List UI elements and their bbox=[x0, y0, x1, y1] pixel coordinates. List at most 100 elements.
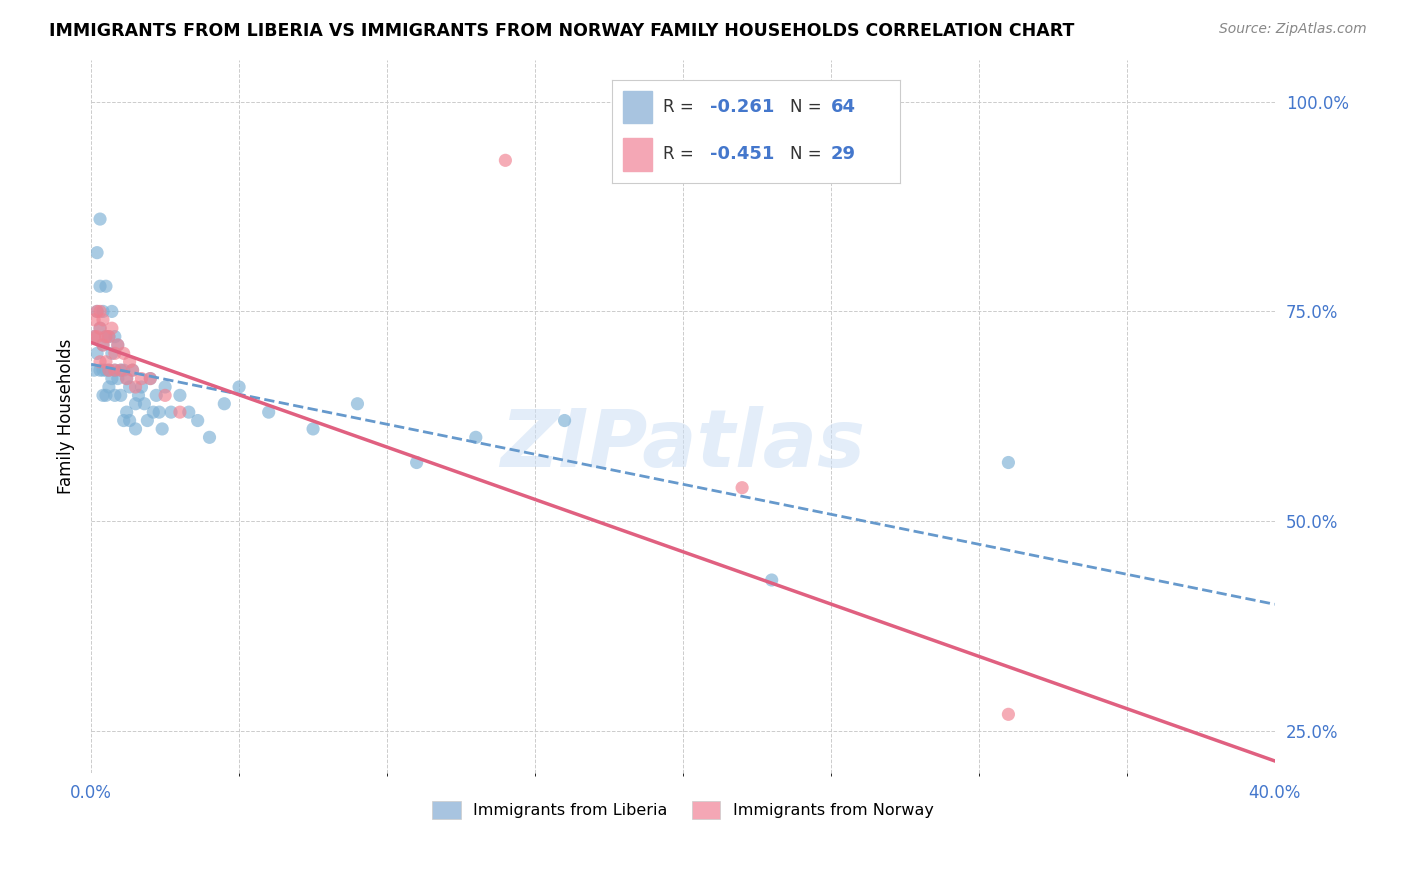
Point bbox=[524, 804, 547, 818]
Point bbox=[112, 363, 135, 377]
Point bbox=[405, 456, 427, 470]
Point bbox=[136, 413, 159, 427]
Text: 64: 64 bbox=[831, 98, 856, 116]
Point bbox=[86, 304, 108, 318]
Point bbox=[115, 405, 138, 419]
Point bbox=[124, 380, 146, 394]
Point bbox=[94, 363, 117, 377]
Point bbox=[86, 346, 108, 360]
Point bbox=[86, 329, 108, 343]
Point bbox=[86, 245, 108, 260]
Point bbox=[83, 313, 105, 327]
Point bbox=[97, 363, 120, 377]
Point bbox=[214, 397, 236, 411]
Point bbox=[115, 371, 138, 385]
Point bbox=[118, 355, 141, 369]
Point bbox=[121, 363, 143, 377]
Text: -0.451: -0.451 bbox=[710, 145, 773, 163]
Point bbox=[94, 329, 117, 343]
Point bbox=[89, 363, 111, 377]
Point bbox=[94, 329, 117, 343]
Point bbox=[187, 413, 209, 427]
Point bbox=[101, 346, 124, 360]
Point bbox=[104, 363, 127, 377]
Point bbox=[110, 363, 132, 377]
Point bbox=[107, 371, 129, 385]
Point bbox=[142, 405, 165, 419]
Point bbox=[128, 388, 150, 402]
Point bbox=[112, 346, 135, 360]
Point bbox=[89, 212, 111, 227]
Point bbox=[118, 380, 141, 394]
Point bbox=[139, 371, 162, 385]
Point bbox=[134, 397, 156, 411]
Point bbox=[110, 363, 132, 377]
Text: Source: ZipAtlas.com: Source: ZipAtlas.com bbox=[1219, 22, 1367, 37]
Point bbox=[346, 397, 368, 411]
Point bbox=[145, 388, 167, 402]
Point bbox=[94, 279, 117, 293]
Text: R =: R = bbox=[664, 98, 700, 116]
Bar bbox=[623, 137, 652, 170]
Point bbox=[89, 321, 111, 335]
Point bbox=[91, 338, 114, 352]
Text: R =: R = bbox=[664, 145, 700, 163]
Point bbox=[110, 388, 132, 402]
Point bbox=[118, 413, 141, 427]
Point bbox=[83, 329, 105, 343]
Point bbox=[153, 388, 176, 402]
Point bbox=[94, 355, 117, 369]
Point bbox=[124, 397, 146, 411]
Point bbox=[177, 405, 200, 419]
Point bbox=[107, 338, 129, 352]
Point bbox=[89, 355, 111, 369]
Point bbox=[169, 405, 191, 419]
Point bbox=[302, 422, 325, 436]
Point bbox=[91, 313, 114, 327]
Point bbox=[83, 329, 105, 343]
Point bbox=[131, 371, 153, 385]
Point bbox=[160, 405, 183, 419]
Text: ZIPatlas: ZIPatlas bbox=[501, 406, 866, 483]
Point bbox=[554, 413, 576, 427]
Point bbox=[997, 456, 1019, 470]
Point bbox=[124, 422, 146, 436]
Text: IMMIGRANTS FROM LIBERIA VS IMMIGRANTS FROM NORWAY FAMILY HOUSEHOLDS CORRELATION : IMMIGRANTS FROM LIBERIA VS IMMIGRANTS FR… bbox=[49, 22, 1074, 40]
Point bbox=[101, 321, 124, 335]
Text: 29: 29 bbox=[831, 145, 856, 163]
Point bbox=[89, 321, 111, 335]
Point bbox=[86, 304, 108, 318]
Point bbox=[731, 481, 754, 495]
Point bbox=[97, 380, 120, 394]
Point bbox=[104, 388, 127, 402]
Point bbox=[150, 422, 173, 436]
Y-axis label: Family Households: Family Households bbox=[58, 339, 75, 494]
Point bbox=[89, 279, 111, 293]
Point bbox=[997, 707, 1019, 722]
Point bbox=[104, 329, 127, 343]
Point bbox=[464, 430, 486, 444]
Bar bbox=[623, 91, 652, 123]
Point bbox=[91, 304, 114, 318]
Point bbox=[94, 388, 117, 402]
Point bbox=[91, 388, 114, 402]
Point bbox=[761, 573, 783, 587]
Text: -0.261: -0.261 bbox=[710, 98, 773, 116]
Point bbox=[104, 363, 127, 377]
Point bbox=[257, 405, 280, 419]
Point bbox=[104, 346, 127, 360]
Point bbox=[139, 371, 162, 385]
Point bbox=[112, 413, 135, 427]
Point bbox=[101, 371, 124, 385]
Text: N =: N = bbox=[790, 98, 827, 116]
Point bbox=[494, 153, 516, 168]
Point bbox=[89, 304, 111, 318]
Point bbox=[101, 304, 124, 318]
Point bbox=[228, 380, 250, 394]
Point bbox=[83, 363, 105, 377]
Point bbox=[97, 329, 120, 343]
Point bbox=[107, 338, 129, 352]
Point bbox=[97, 363, 120, 377]
Point bbox=[198, 430, 221, 444]
Legend: Immigrants from Liberia, Immigrants from Norway: Immigrants from Liberia, Immigrants from… bbox=[426, 795, 941, 826]
